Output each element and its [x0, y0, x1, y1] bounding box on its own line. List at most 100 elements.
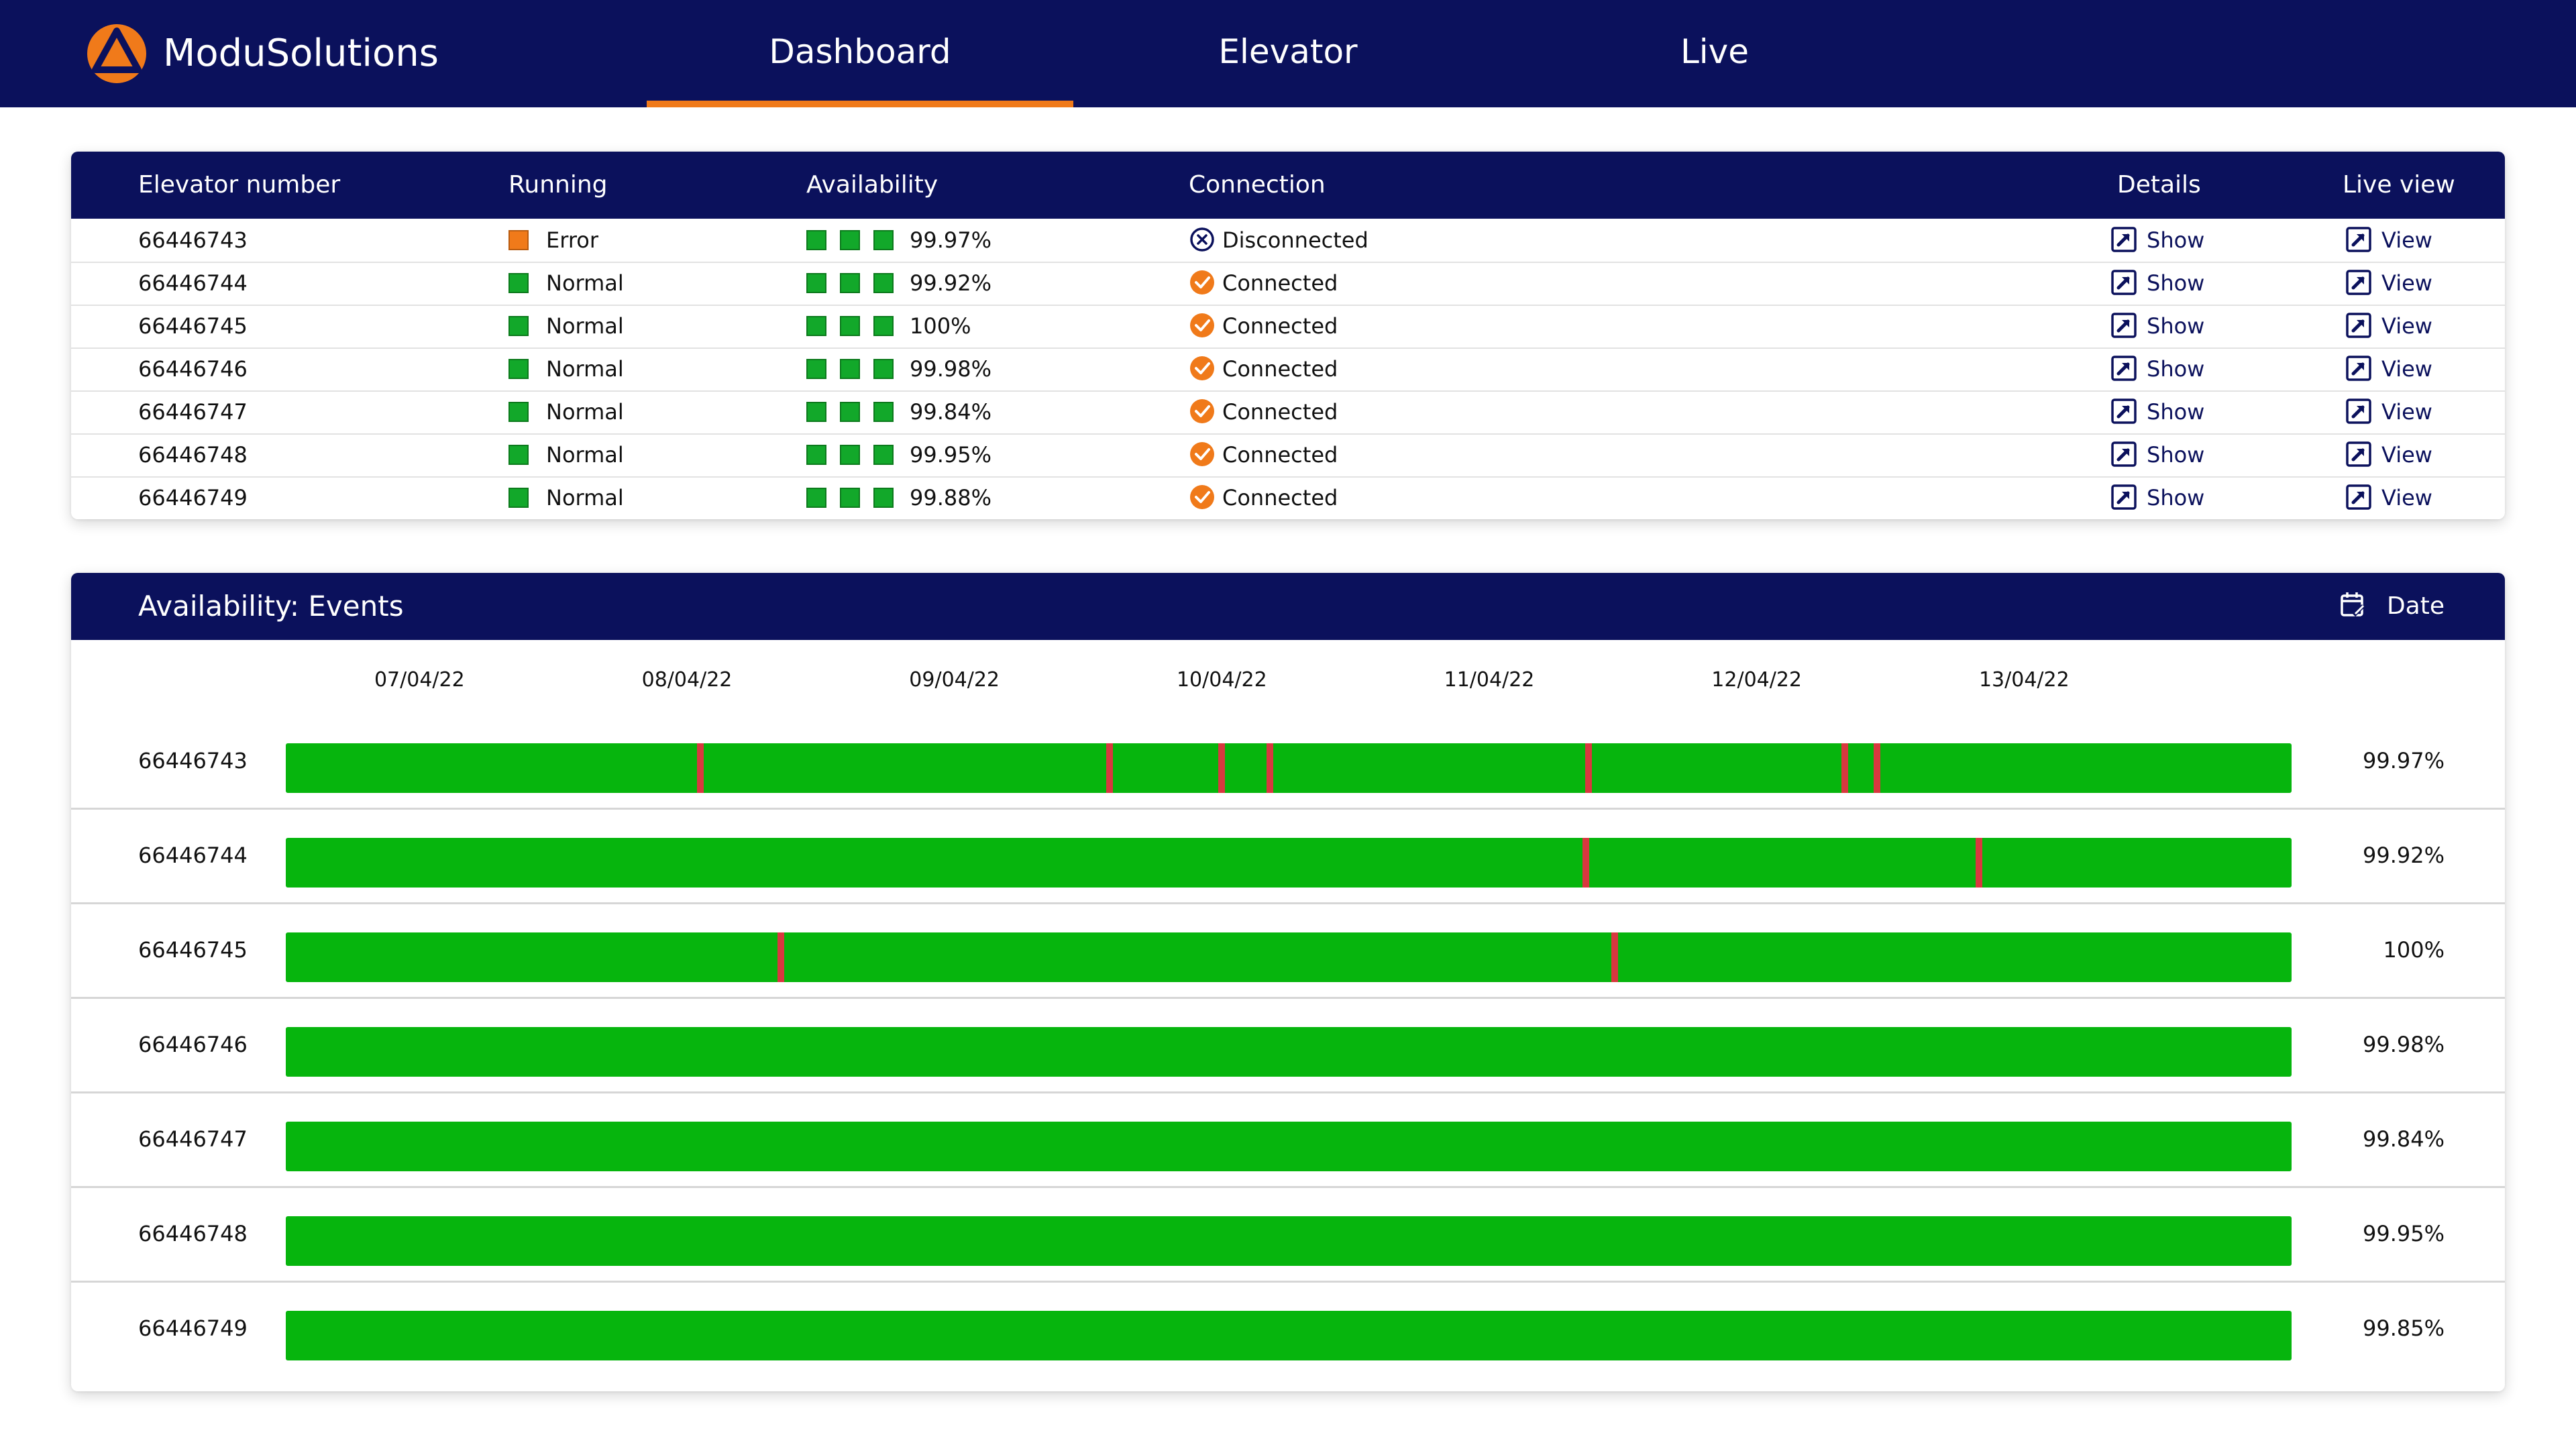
tab-dashboard[interactable]: Dashboard: [647, 0, 1073, 107]
date-button[interactable]: Date: [2339, 573, 2445, 640]
availability-value: 99.84%: [910, 399, 992, 425]
availability-indicator: [840, 315, 860, 336]
availability-cell: 99.84%: [806, 390, 991, 433]
availability-indicator: [873, 272, 894, 293]
details-show-link[interactable]: Show: [2110, 347, 2204, 390]
timeline-elevator-number: 66446743: [138, 748, 248, 773]
brand-logo-icon: [87, 24, 146, 83]
date-button-label: Date: [2386, 592, 2445, 620]
availability-indicator: [840, 487, 860, 508]
downtime-event-marker[interactable]: [697, 743, 704, 793]
elevator-number: 66446747: [138, 399, 248, 425]
table-row: 66446745 Normal 100% Connected Show View: [71, 305, 2505, 349]
availability-cell: 99.98%: [806, 347, 991, 390]
availability-indicator: [840, 444, 860, 465]
header-running: Running: [508, 171, 608, 199]
downtime-event-marker[interactable]: [1106, 743, 1113, 793]
timeline-availability-value: 99.95%: [2362, 1221, 2445, 1246]
status-indicator: [508, 444, 529, 465]
downtime-event-marker[interactable]: [1585, 743, 1592, 793]
downtime-event-marker[interactable]: [1976, 838, 1982, 888]
running-label: Normal: [546, 442, 624, 468]
tab-live[interactable]: Live: [1680, 32, 1750, 71]
open-live-view-icon: [2346, 398, 2371, 424]
open-details-icon: [2111, 270, 2137, 295]
live-view-link[interactable]: View: [2345, 219, 2432, 262]
running-label: Normal: [546, 356, 624, 382]
live-view-link[interactable]: View: [2345, 347, 2432, 390]
connection-label: Connected: [1222, 313, 1338, 339]
header-live-view: Live view: [2343, 171, 2455, 199]
availability-indicator: [806, 358, 826, 379]
timeline-availability-value: 99.97%: [2362, 748, 2445, 773]
downtime-event-marker[interactable]: [1874, 743, 1880, 793]
availability-indicator: [840, 401, 860, 422]
connection-cell: Connected: [1189, 262, 1338, 305]
running-status: Normal: [508, 305, 624, 347]
details-show-link[interactable]: Show: [2110, 305, 2204, 347]
details-label: Show: [2147, 356, 2205, 382]
availability-indicator: [873, 401, 894, 422]
table-header: Elevator number Running Availability Con…: [71, 152, 2505, 219]
header-availability: Availability: [806, 171, 938, 199]
timeline-elevator-number: 66446746: [138, 1032, 248, 1057]
live-view-link[interactable]: View: [2345, 305, 2432, 347]
details-show-link[interactable]: Show: [2110, 219, 2204, 262]
availability-bar: [286, 932, 2292, 982]
details-show-link[interactable]: Show: [2110, 262, 2204, 305]
connection-cell: Connected: [1189, 305, 1338, 347]
live-view-label: View: [2381, 485, 2432, 511]
elevator-number: 66446749: [138, 485, 248, 511]
downtime-event-marker[interactable]: [1218, 743, 1225, 793]
running-label: Normal: [546, 399, 624, 425]
timeline-elevator-number: 66446747: [138, 1126, 248, 1152]
downtime-event-marker[interactable]: [1611, 932, 1618, 982]
availability-indicator: [806, 487, 826, 508]
availability-value: 99.92%: [910, 270, 992, 296]
details-show-link[interactable]: Show: [2110, 433, 2204, 476]
open-details-icon: [2111, 441, 2137, 467]
running-status: Error: [508, 219, 598, 262]
status-indicator: [508, 358, 529, 379]
downtime-event-marker[interactable]: [1841, 743, 1848, 793]
status-indicator: [508, 229, 529, 250]
live-view-link[interactable]: View: [2345, 433, 2432, 476]
events-header: Availability: Events Date: [71, 573, 2505, 640]
live-view-link[interactable]: View: [2345, 476, 2432, 519]
details-label: Show: [2147, 399, 2205, 425]
details-show-link[interactable]: Show: [2110, 390, 2204, 433]
availability-bar: [286, 743, 2292, 793]
live-view-label: View: [2381, 270, 2432, 296]
events-title: Availability: Events: [138, 590, 404, 623]
running-status: Normal: [508, 347, 624, 390]
date-tick-label: 13/04/22: [1978, 668, 2070, 692]
timeline-availability-value: 99.98%: [2362, 1032, 2445, 1057]
availability-indicator: [806, 315, 826, 336]
timeline-row: 66446746 99.98%: [71, 998, 2505, 1093]
connection-cell: Connected: [1189, 347, 1338, 390]
date-tick-label: 12/04/22: [1711, 668, 1803, 692]
x-circle-icon: [1190, 227, 1214, 252]
connection-label: Connected: [1222, 485, 1338, 511]
downtime-event-marker[interactable]: [777, 932, 784, 982]
availability-cell: 99.97%: [806, 219, 991, 262]
availability-indicator: [806, 401, 826, 422]
tab-elevator[interactable]: Elevator: [1218, 32, 1358, 71]
details-show-link[interactable]: Show: [2110, 476, 2204, 519]
live-view-label: View: [2381, 399, 2432, 425]
date-tick-label: 11/04/22: [1444, 668, 1535, 692]
availability-value: 99.98%: [910, 356, 992, 382]
table-row: 66446749 Normal 99.88% Connected Show View: [71, 476, 2505, 519]
timeline-row: 66446748 99.95%: [71, 1187, 2505, 1283]
live-view-link[interactable]: View: [2345, 262, 2432, 305]
details-label: Show: [2147, 485, 2205, 511]
elevator-number: 66446748: [138, 442, 248, 468]
downtime-event-marker[interactable]: [1267, 743, 1273, 793]
downtime-event-marker[interactable]: [1582, 838, 1589, 888]
open-details-icon: [2111, 484, 2137, 510]
availability-cell: 100%: [806, 305, 971, 347]
live-view-link[interactable]: View: [2345, 390, 2432, 433]
availability-indicator: [873, 315, 894, 336]
timeline-availability-value: 100%: [2383, 937, 2445, 963]
elevator-number: 66446744: [138, 270, 248, 296]
